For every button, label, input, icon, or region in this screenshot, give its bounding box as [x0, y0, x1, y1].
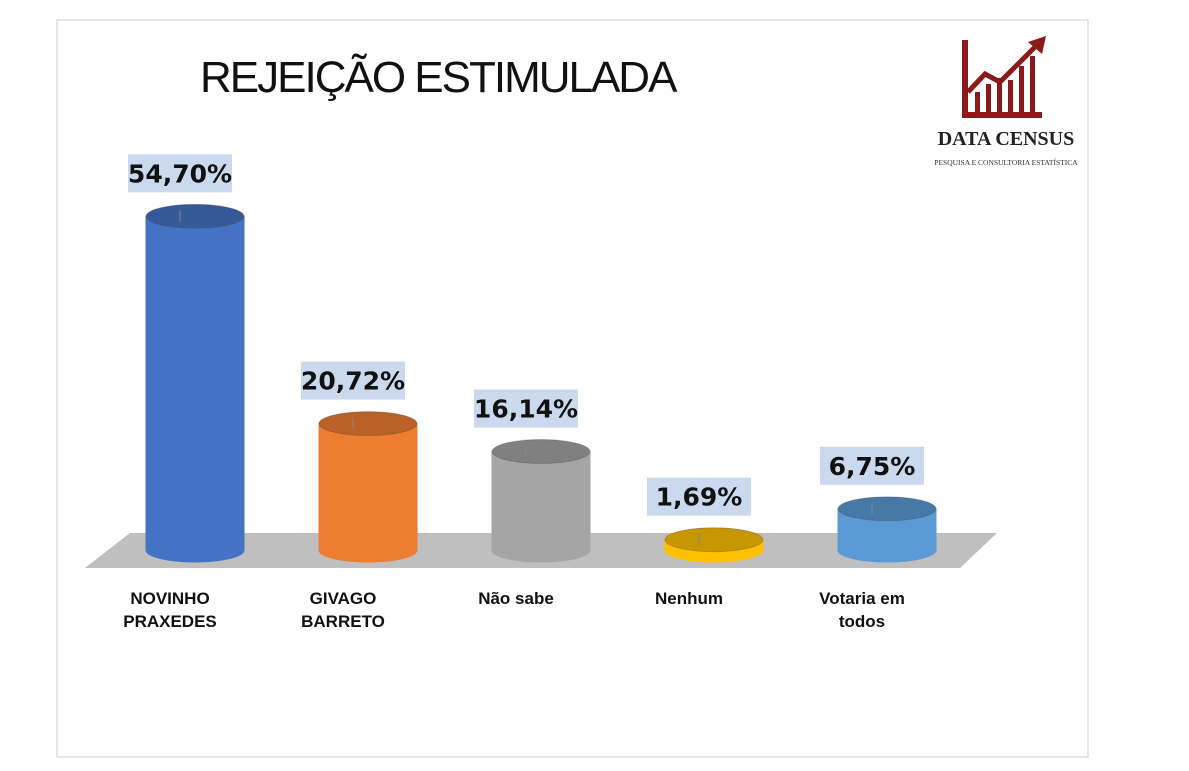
label-box — [128, 154, 232, 193]
bars: 54,70% 20,72% 16,14% 1,69% 6,75% — [128, 154, 937, 563]
bar-top — [145, 203, 245, 229]
brand-tagline: PESQUISA E CONSULTORIA ESTATÍSTICA — [934, 157, 1078, 167]
label-box — [647, 477, 751, 516]
x-tick-label: NOVINHO PRAXEDES — [123, 589, 217, 631]
bar-shade — [492, 451, 590, 562]
bar-top-shade — [146, 204, 244, 229]
bar-top-shade — [492, 439, 590, 464]
bar-top-shade — [838, 496, 936, 521]
bar-shade — [319, 423, 417, 562]
value-label: 20,72% — [301, 367, 405, 396]
bar-top — [491, 439, 591, 465]
value-label: 1,69% — [656, 483, 743, 512]
bar-top — [318, 411, 418, 437]
bar-top — [664, 527, 764, 553]
logo-icon — [962, 36, 1046, 118]
chart-title: REJEIÇÃO ESTIMULADA — [200, 52, 678, 102]
bar-top — [837, 496, 937, 522]
bar-top-shade — [665, 527, 763, 552]
x-tick-label: Votaria em todos — [819, 589, 905, 631]
label-box — [301, 361, 405, 400]
bar-top-shade — [319, 411, 417, 436]
brand-name: DATA CENSUS — [938, 128, 1075, 150]
x-tick-label: Não sabe — [478, 589, 554, 608]
x-tick-label: GIVAGO BARRETO — [301, 589, 385, 631]
label-box — [474, 389, 578, 428]
bar-shade — [146, 216, 244, 562]
value-label: 16,14% — [474, 395, 578, 424]
x-tick-label: Nenhum — [655, 589, 723, 608]
bar-shade — [838, 508, 936, 562]
value-label: 6,75% — [829, 452, 916, 481]
label-box — [820, 446, 924, 485]
value-label: 54,70% — [128, 159, 232, 188]
